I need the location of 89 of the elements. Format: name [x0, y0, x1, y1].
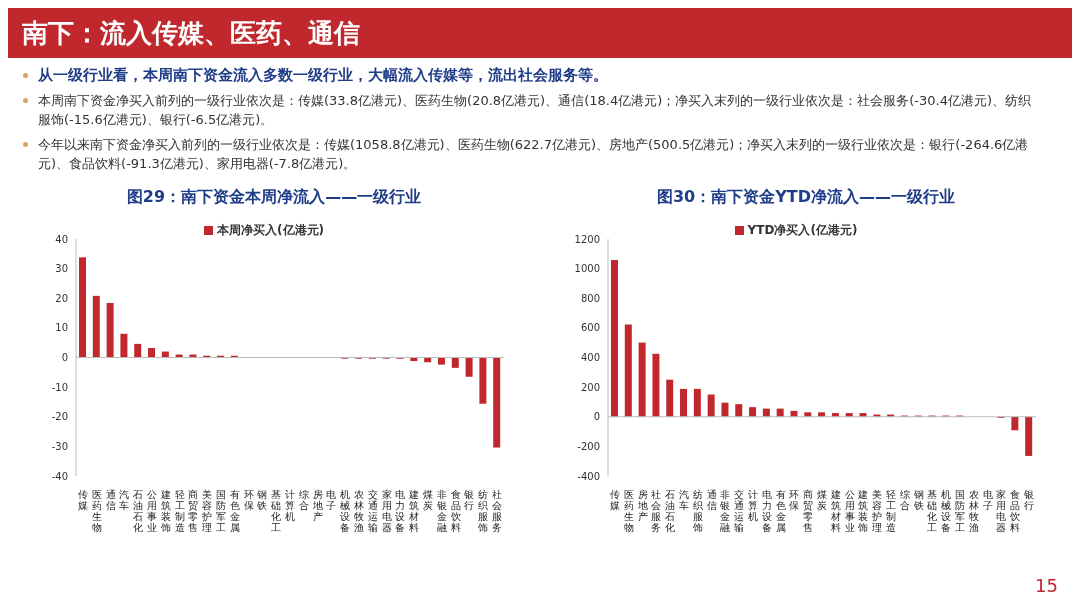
- x-tick-label: 农林牧渔: [353, 489, 365, 533]
- x-tick-label: 家用电器: [996, 489, 1007, 533]
- text: 南下：流入传媒、医药、通信: [8, 8, 1072, 58]
- x-tick-label: 基础化工: [270, 489, 282, 533]
- y-tick-label: 10: [55, 322, 68, 334]
- x-tick-label: 石油石化: [133, 489, 144, 533]
- x-tick-label: 钢铁: [912, 489, 924, 511]
- x-tick-label: 食品饮料: [1009, 489, 1021, 533]
- x-tick-label: 机械设备: [941, 489, 952, 533]
- x-tick-label: 汽车: [678, 489, 689, 511]
- x-tick-label: 基础化工: [926, 489, 938, 533]
- x-tick-label: 环保: [243, 489, 254, 511]
- x-tick-label: 商贸零售: [803, 489, 814, 533]
- x-tick-label: 医药生物: [91, 489, 102, 533]
- x-tick-label: 交通运输: [734, 489, 745, 533]
- x-tick-label: 非银金融: [719, 489, 731, 533]
- x-tick-label: 家用电器: [381, 489, 392, 533]
- x-tick-label: 社会服务: [651, 489, 662, 533]
- x-tick-label: 社会服务: [492, 489, 503, 533]
- text: 15: [1035, 575, 1058, 596]
- x-tick-label: 轻工制造: [886, 489, 897, 533]
- x-tick-label: 非银金融: [435, 489, 447, 533]
- y-tick-label: 0: [61, 352, 68, 364]
- x-tick-label: 纺织服饰: [691, 489, 703, 533]
- x-tick-label: 食品饮料: [449, 489, 461, 533]
- legend-label: 本周净买入(亿港元): [217, 223, 324, 237]
- x-tick-label: 建筑材料: [408, 489, 420, 533]
- y-tick-label: 30: [55, 263, 68, 275]
- x-tick-label: 美容护理: [871, 489, 883, 533]
- x-tick-label: 综合: [899, 489, 910, 511]
- y-tick-label: -40: [51, 470, 68, 482]
- y-tick-label: 20: [55, 292, 68, 304]
- x-tick-label: 美容护理: [201, 489, 213, 533]
- chart-title: 图29：南下资金本周净流入——一级行业: [125, 187, 423, 208]
- x-tick-label: 交通运输: [367, 489, 378, 533]
- chart-title: 图30：南下资金YTD净流入——一级行业: [655, 187, 956, 208]
- x-tick-label: 机械设备: [340, 489, 351, 533]
- y-tick-label: -30: [51, 440, 68, 452]
- x-tick-label: 电力设备: [395, 489, 406, 533]
- x-tick-label: 电力设备: [761, 489, 772, 533]
- x-tick-label: 煤炭: [423, 489, 434, 511]
- x-tick-label: 公用事业: [844, 489, 855, 533]
- x-tick-label: 计算机: [747, 489, 758, 522]
- x-tick-label: 轻工制造: [174, 489, 185, 533]
- y-tick-label: 1000: [574, 263, 600, 275]
- text: 从一级行业看，本周南下资金流入多数一级行业，大幅流入传媒等，流出社会服务等。: [38, 66, 609, 85]
- x-tick-label: 环保: [789, 489, 800, 511]
- legend-label: YTD净买入(亿港元): [747, 223, 858, 237]
- x-tick-label: 房地产: [636, 489, 648, 522]
- x-tick-label: 有色金属: [229, 489, 240, 533]
- x-tick-label: 建筑装饰: [159, 489, 171, 533]
- x-tick-label: 国防军工: [215, 489, 226, 533]
- y-tick-label: 1200: [574, 233, 600, 245]
- x-tick-label: 房地产: [311, 489, 323, 522]
- x-tick-label: 医药生物: [623, 489, 634, 533]
- x-tick-label: 煤炭: [817, 489, 827, 511]
- x-tick-label: 传媒: [609, 489, 620, 511]
- x-tick-label: 建筑材料: [829, 489, 841, 533]
- x-tick-label: 汽车: [119, 489, 130, 511]
- y-tick-label: -400: [577, 470, 600, 482]
- x-tick-label: 银行: [463, 489, 475, 511]
- y-tick-label: 40: [55, 233, 68, 245]
- x-tick-label: 公用事业: [146, 489, 157, 533]
- y-tick-label: 600: [580, 322, 600, 334]
- x-tick-label: 建筑装饰: [857, 489, 869, 533]
- x-tick-label: 传媒: [77, 489, 88, 511]
- x-tick-label: 钢铁: [256, 489, 268, 511]
- x-tick-label: 石油石化: [665, 489, 676, 533]
- x-tick-label: 有色金属: [775, 489, 786, 533]
- x-tick-label: 电子: [982, 489, 993, 511]
- x-tick-label: 商贸零售: [188, 489, 199, 533]
- x-tick-label: 综合: [298, 489, 309, 511]
- y-tick-label: 400: [580, 352, 600, 364]
- text: 今年以来南下资金净买入前列的一级行业依次是：传媒(1058.8亿港元)、医药生物(622.7亿港元)、房地产(500.5亿港元)；净买入末列的一级行业依次是：银行(-264.6亿港元)、食品饮料(-91.3亿港元)、家用电器(-7.8亿港元)。: [38, 136, 1030, 173]
- text: 本周南下资金净买入前列的一级行业依次是：传媒(33.8亿港元)、医药生物(20.8亿港元)、通信(18.4亿港元)；净买入末列的一级行业依次是：社会服务(-30.4亿港元)、纺织服饰(-15.6亿港元)、银行(-6.5亿港元)。: [38, 92, 1033, 129]
- y-tick-label: 200: [580, 381, 600, 393]
- x-tick-label: 电子: [326, 489, 337, 511]
- x-tick-label: 通信: [706, 489, 717, 511]
- y-tick-label: -200: [577, 440, 600, 452]
- y-tick-label: 800: [580, 292, 600, 304]
- y-tick-label: -10: [51, 381, 68, 393]
- x-tick-label: 农林牧渔: [967, 489, 979, 533]
- x-tick-label: 国防军工: [955, 489, 966, 533]
- x-tick-label: 纺织服饰: [477, 489, 489, 533]
- x-tick-label: 通信: [105, 489, 116, 511]
- x-tick-label: 计算机: [285, 489, 295, 522]
- y-tick-label: 0: [593, 411, 600, 423]
- y-tick-label: -20: [51, 411, 68, 423]
- x-tick-label: 银行: [1023, 489, 1035, 511]
